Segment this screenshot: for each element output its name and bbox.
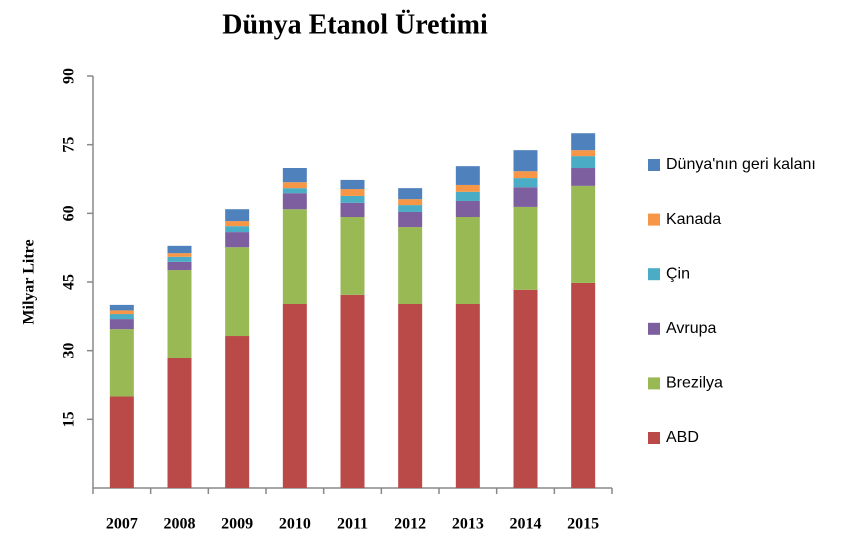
bar-segment: [282, 188, 307, 194]
y-tick-label: 75: [61, 137, 78, 153]
bar-segment: [167, 357, 192, 488]
bar-segment: [167, 245, 192, 254]
bar-segment: [571, 282, 596, 488]
bar-segment: [109, 310, 134, 315]
bar-segment: [340, 195, 365, 203]
bar-segment: [398, 188, 423, 200]
bar-segment: [167, 270, 192, 358]
y-tick-label: 90: [61, 68, 78, 84]
bar-segment: [225, 226, 250, 233]
legend-swatch: [648, 432, 660, 444]
chart-title: Dünya Etanol Üretimi: [222, 9, 488, 40]
bar-segment: [571, 150, 596, 157]
x-tick-label: 2012: [394, 516, 426, 533]
x-tick-label: 2011: [337, 516, 368, 533]
bar-segment: [571, 133, 596, 151]
bar-segment: [282, 168, 307, 183]
bar-segment: [282, 193, 307, 210]
y-tick-label: 60: [61, 205, 78, 221]
bar-segment: [571, 168, 596, 186]
bar-segment: [571, 156, 596, 169]
bar-segment: [340, 202, 365, 217]
bar-segment: [398, 199, 423, 206]
legend-label: ABD: [666, 429, 699, 446]
bar-segment: [109, 314, 134, 320]
legend-swatch: [648, 159, 660, 171]
legend-label: Avrupa: [666, 320, 717, 337]
bar-segment: [455, 191, 480, 201]
bar-segment: [282, 303, 307, 488]
bar-segment: [109, 396, 134, 488]
bar-segment: [340, 179, 365, 190]
x-tick-label: 2007: [106, 516, 138, 533]
x-tick-label: 2008: [164, 516, 196, 533]
bar-segment: [571, 185, 596, 283]
bar-segment: [340, 216, 365, 295]
bar-segment: [167, 256, 192, 262]
bar-segment: [455, 303, 480, 488]
bar-segment: [340, 294, 365, 488]
y-tick-label: 30: [61, 343, 78, 359]
legend-swatch: [648, 377, 660, 390]
bar-segment: [109, 329, 134, 397]
legend-swatch: [648, 268, 660, 281]
legend-swatch: [648, 213, 660, 226]
bar-segment: [513, 206, 538, 290]
bar-segment: [455, 166, 480, 185]
x-tick-label: 2009: [221, 516, 253, 533]
legend-label: Çin: [666, 265, 690, 282]
bar-segment: [225, 209, 250, 222]
bar-segment: [398, 303, 423, 488]
y-tick-label: 45: [61, 274, 78, 290]
bar-segment: [225, 232, 250, 248]
y-tick-label: 15: [61, 411, 78, 427]
legend-label: Brezilya: [666, 375, 723, 392]
legend-label: Kanada: [666, 211, 721, 228]
bar-segment: [398, 211, 423, 228]
bar-segment: [513, 187, 538, 207]
y-axis-label: Milyar Litre: [21, 239, 38, 324]
bar-segment: [455, 216, 480, 304]
bar-segment: [225, 247, 250, 337]
x-tick-label: 2014: [510, 516, 542, 533]
bar-segment: [225, 336, 250, 488]
legend-label: Dünya'nın geri kalanı: [666, 156, 816, 173]
bar-segment: [513, 289, 538, 488]
bar-segment: [225, 221, 250, 227]
bar-segment: [282, 209, 307, 304]
x-tick-label: 2013: [452, 516, 484, 533]
bar-segment: [340, 189, 365, 196]
bar-segment: [167, 261, 192, 271]
bar-segment: [398, 205, 423, 212]
bar-segment: [513, 150, 538, 172]
x-tick-label: 2010: [279, 516, 311, 533]
bar-segment: [109, 304, 134, 311]
bar-segment: [398, 227, 423, 304]
bar-segment: [513, 178, 538, 188]
bar-segment: [455, 200, 480, 217]
bar-segment: [109, 319, 134, 330]
bar-segment: [167, 253, 192, 257]
x-tick-label: 2015: [567, 516, 599, 533]
bar-segment: [513, 171, 538, 179]
bar-segment: [455, 184, 480, 192]
legend-swatch: [648, 322, 660, 335]
bar-segment: [282, 182, 307, 189]
